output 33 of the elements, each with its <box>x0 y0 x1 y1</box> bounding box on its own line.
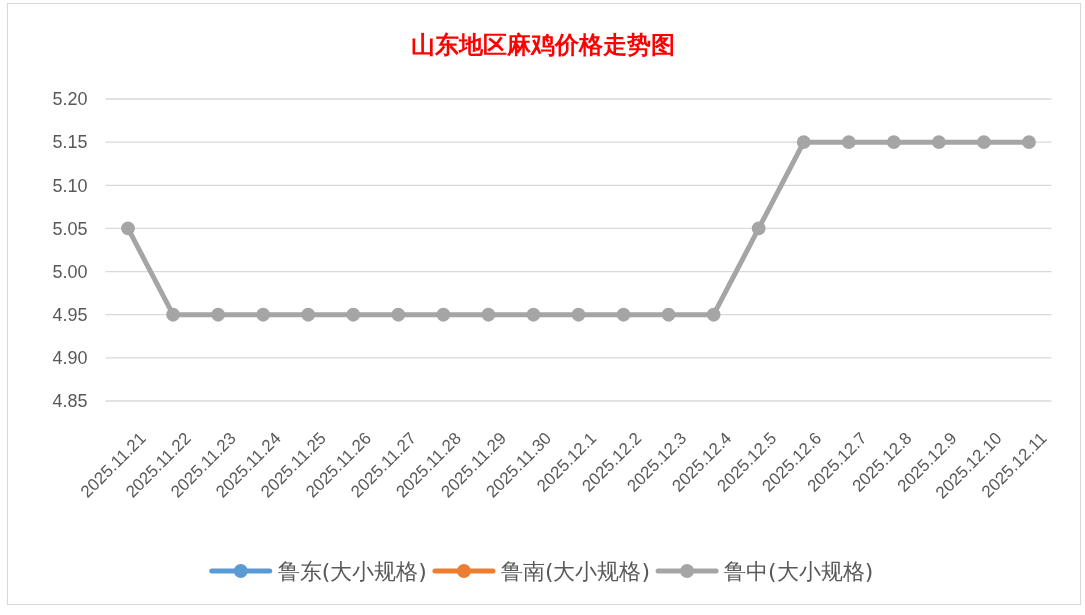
chart-title: 山东地区麻鸡价格走势图 <box>411 32 675 58</box>
point <box>616 307 631 322</box>
y-tick-label: 5.10 <box>52 175 88 196</box>
point <box>931 135 946 150</box>
point <box>886 135 901 150</box>
y-tick-label: 5.20 <box>52 89 88 110</box>
legend-label: 鲁中(大小规格) <box>724 558 874 584</box>
point <box>121 221 135 236</box>
point <box>346 307 361 322</box>
point <box>751 221 766 236</box>
point <box>526 307 541 322</box>
legend-label: 鲁南(大小规格) <box>500 558 651 584</box>
y-tick-label: 5.05 <box>52 218 88 239</box>
y-tick-label: 5.15 <box>52 132 88 153</box>
point <box>166 307 180 322</box>
point <box>661 307 676 322</box>
point <box>841 135 856 150</box>
point <box>256 307 271 322</box>
y-tick-label: 4.85 <box>52 391 88 412</box>
point <box>391 307 406 322</box>
point <box>706 307 721 322</box>
y-tick-label: 4.90 <box>52 348 88 369</box>
point <box>301 307 316 322</box>
point <box>571 307 586 322</box>
y-tick-label: 4.95 <box>52 304 88 325</box>
y-tick-label: 5.00 <box>52 261 88 282</box>
legend-label: 鲁东(大小规格) <box>277 558 427 584</box>
point <box>1022 135 1036 150</box>
point <box>796 135 811 150</box>
point <box>977 135 991 150</box>
point <box>481 307 496 322</box>
point <box>211 307 226 322</box>
point <box>436 307 451 322</box>
